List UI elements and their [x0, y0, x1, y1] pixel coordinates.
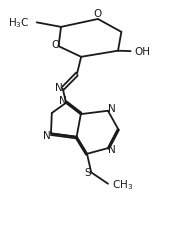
Text: N: N [58, 96, 66, 106]
Text: S: S [85, 167, 91, 177]
Text: OH: OH [135, 47, 151, 57]
Text: N: N [108, 104, 116, 114]
Text: N: N [108, 145, 116, 155]
Text: O: O [94, 9, 102, 19]
Text: N: N [55, 82, 62, 92]
Text: CH$_3$: CH$_3$ [112, 177, 133, 191]
Text: N: N [43, 130, 51, 140]
Text: O: O [51, 40, 60, 50]
Text: H$_3$C: H$_3$C [8, 16, 30, 30]
